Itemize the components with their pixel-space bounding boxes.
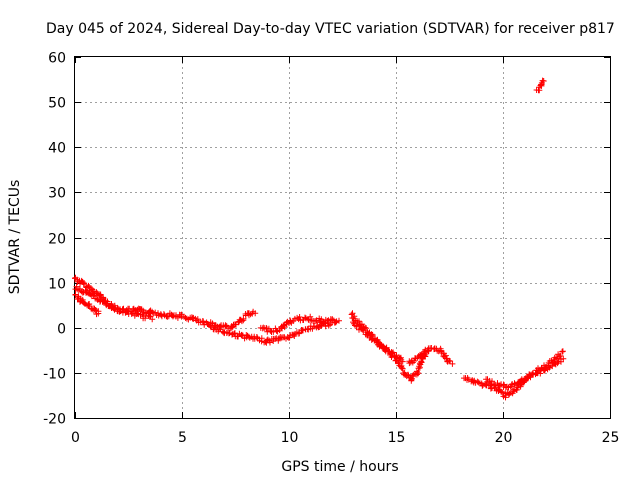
y-tick-label: -20 (43, 412, 66, 428)
data-track-8 (350, 319, 406, 365)
y-tick-label: 30 (48, 186, 66, 202)
data-track-3 (132, 310, 156, 323)
data-marker (348, 310, 456, 384)
data-track-2 (72, 283, 138, 319)
x-axis-label: GPS time / hours (281, 459, 398, 475)
y-tick-label: 0 (57, 322, 66, 338)
chart-title: Day 045 of 2024, Sidereal Day-to-day VTE… (46, 21, 615, 37)
plot-frame (74, 56, 611, 419)
data-marker (533, 77, 547, 94)
data-marker (406, 346, 429, 367)
data-marker (350, 319, 406, 365)
x-tick-label: 25 (602, 430, 620, 446)
data-marker (72, 274, 335, 346)
axis-ticks: 0 5 10 15 20 25 -20 -10 0 10 20 30 40 50 60 (43, 51, 619, 447)
x-tick-label: 5 (178, 430, 187, 446)
data-marker (206, 308, 259, 332)
data-marker (257, 324, 280, 335)
data-track-6 (274, 313, 342, 335)
data-track-0 (72, 274, 335, 346)
data-track-12 (533, 77, 547, 94)
data-marker (483, 348, 566, 391)
y-tick-label: -10 (43, 367, 66, 383)
data-track-5 (257, 324, 280, 335)
data-marker (132, 310, 156, 323)
data-track-11 (483, 348, 566, 391)
y-tick-label: 40 (48, 141, 66, 157)
x-tick-label: 10 (281, 430, 299, 446)
x-tick-label: 15 (388, 430, 406, 446)
data-marker (72, 283, 138, 319)
data-track-7 (348, 310, 456, 384)
data-marker (72, 291, 102, 318)
y-tick-label: 50 (48, 96, 66, 112)
y-tick-label: 60 (48, 51, 66, 67)
data-layer (72, 77, 567, 401)
data-track-1 (72, 291, 102, 318)
data-marker (274, 313, 342, 335)
x-tick-label: 20 (495, 430, 513, 446)
x-tick-label: 0 (71, 430, 80, 446)
data-track-9 (406, 346, 429, 367)
y-tick-label: 20 (48, 232, 66, 248)
y-tick-label: 10 (48, 277, 66, 293)
y-axis-label: SDTVAR / TECUs (7, 180, 23, 295)
grid-lines (75, 57, 610, 418)
data-track-4 (206, 308, 259, 332)
